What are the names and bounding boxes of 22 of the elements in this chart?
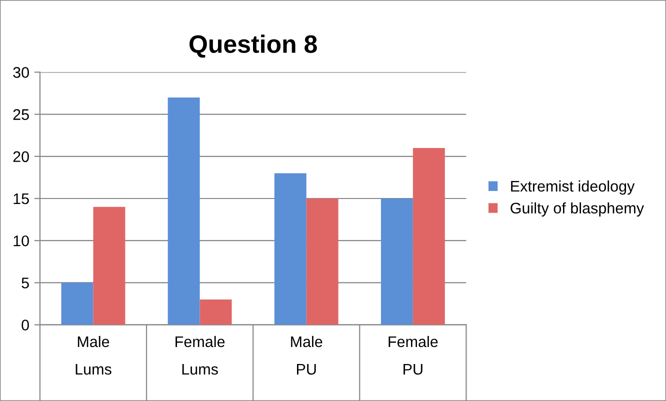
x-tick-label: Male Lums	[76, 336, 112, 375]
bar	[93, 206, 126, 325]
y-tick-label: 0	[22, 320, 29, 330]
x-tick-label: Female Lums	[176, 336, 225, 375]
y-tick-label: 20	[13, 151, 29, 162]
x-tick-label: Female PU	[388, 336, 438, 375]
bar	[61, 282, 94, 325]
bar	[412, 148, 445, 325]
bar	[168, 97, 200, 325]
chart-title: Question 8	[190, 34, 317, 58]
legend-label: Extremist ideology	[511, 180, 635, 195]
y-tick-label: 25	[13, 109, 29, 120]
bar	[380, 198, 413, 325]
legend-label: Guilty of blasphemy	[510, 202, 644, 217]
y-tick-label: 10	[14, 235, 29, 246]
y-tick-label: 30	[13, 67, 29, 78]
y-tick-label: 15	[14, 194, 29, 204]
x-tick-label: Male PU	[291, 336, 322, 375]
bar	[200, 300, 232, 325]
bar	[274, 173, 306, 325]
bar	[306, 198, 338, 325]
y-tick-label: 5	[22, 278, 29, 288]
